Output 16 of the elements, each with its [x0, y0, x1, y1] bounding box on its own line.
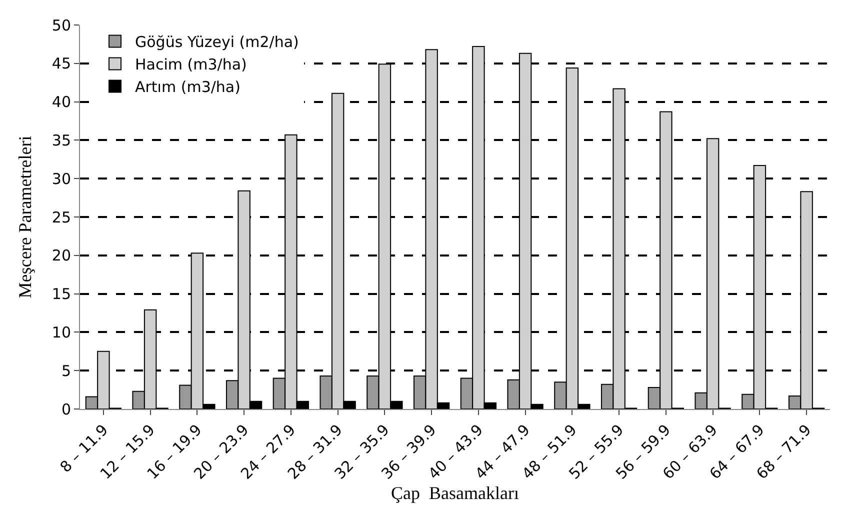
legend-label: Göğüs Yüzeyi (m2/ha): [135, 33, 299, 52]
x-axis-title: Çap Basamakları: [391, 482, 519, 503]
y-tick-label: 40: [52, 93, 71, 112]
y-tick-label: 25: [52, 208, 71, 226]
y-tick-label: 10: [52, 323, 71, 342]
legend-label: Hacim (m3/ha): [135, 56, 247, 74]
y-tick-label: 20: [52, 246, 71, 265]
y-tick-label: 45: [52, 54, 71, 73]
legend-label: Artım (m3/ha): [135, 78, 240, 96]
y-tick-label: 50: [52, 16, 71, 34]
y-tick-label: 5: [61, 362, 71, 380]
y-tick-label: 0: [61, 400, 71, 418]
y-axis-title: Meşcere Parametreleri: [15, 136, 36, 298]
y-tick-label: 30: [52, 170, 71, 188]
y-tick-label: 35: [52, 131, 71, 150]
y-tick-label: 15: [52, 285, 71, 304]
